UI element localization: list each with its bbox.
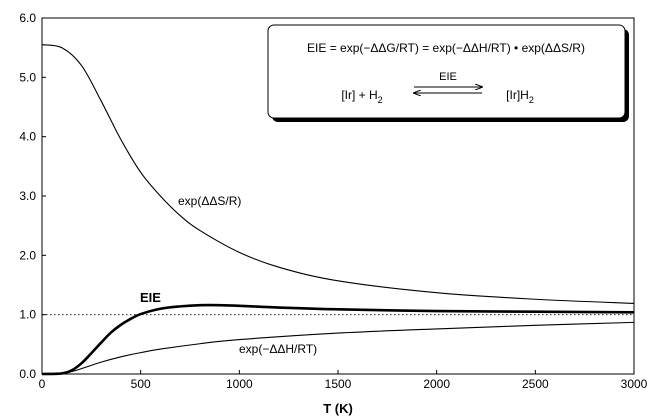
y-tick-label: 6.0 (19, 11, 36, 25)
inset-arrow-label: EIE (439, 71, 457, 83)
x-tick-label: 0 (39, 377, 46, 391)
x-tick-label: 1000 (226, 377, 253, 391)
y-tick-label: 2.0 (19, 248, 36, 262)
x-tick-label: 2500 (522, 377, 549, 391)
series-line-entropy (41, 44, 635, 304)
y-tick-label: 0.0 (19, 367, 36, 381)
series-group (41, 44, 635, 376)
y-tick-label: 4.0 (19, 130, 36, 144)
inset-product: [Ir]H2 (506, 88, 534, 105)
inset-equation: EIE = exp(−ΔΔG/RT) = exp(−ΔΔH/RT) • exp(… (307, 41, 585, 55)
y-axis-ticks: 0.0 1.0 2.0 3.0 4.0 5.0 6.0 (19, 11, 46, 381)
x-tick-label: 3000 (621, 377, 648, 391)
curve-label-enthalpy: exp(−ΔΔH/RT) (239, 342, 317, 356)
curve-label-entropy: exp(ΔΔS/R) (178, 194, 241, 208)
y-tick-label: 3.0 (19, 189, 36, 203)
x-tick-label: 500 (131, 377, 151, 391)
y-tick-label: 5.0 (19, 70, 36, 84)
series-line-enthalpy (41, 321, 635, 375)
inset-reactant: [Ir] + H2 (341, 88, 382, 105)
x-tick-label: 2000 (423, 377, 450, 391)
x-axis-label: T (K) (323, 401, 353, 416)
x-tick-label: 1500 (325, 377, 352, 391)
x-axis-ticks: 0 500 1000 1500 2000 2500 3000 (39, 370, 648, 391)
y-tick-label: 1.0 (19, 308, 36, 322)
curve-label-eie: EIE (140, 290, 161, 305)
inset-panel (267, 24, 626, 119)
inset-box: EIE = exp(−ΔΔG/RT) = exp(−ΔΔH/RT) • exp(… (267, 24, 629, 122)
series-line-eie (41, 303, 635, 376)
